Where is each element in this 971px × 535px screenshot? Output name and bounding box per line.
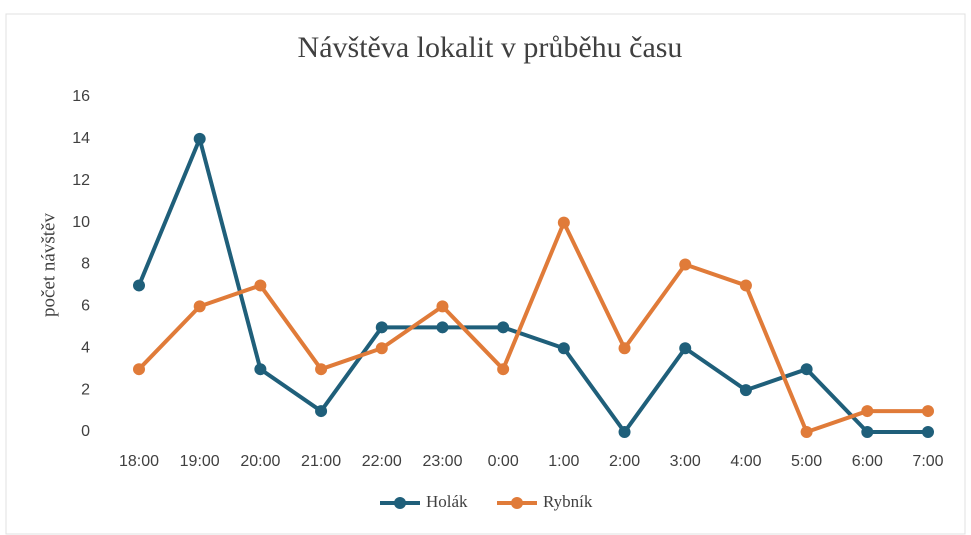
x-tick-label: 0:00	[488, 453, 519, 470]
point	[618, 342, 631, 355]
legend-marker	[394, 497, 406, 509]
y-tick-label: 16	[72, 88, 90, 105]
x-tick-label: 5:00	[791, 453, 822, 470]
series-line	[137, 220, 928, 434]
y-tick-label: 6	[81, 298, 90, 315]
point	[557, 216, 570, 229]
x-tick-label: 2:00	[609, 453, 640, 470]
chart-title: Návštěva lokalit v průběhu času	[298, 31, 683, 64]
point	[436, 321, 449, 334]
point	[436, 300, 449, 313]
point	[861, 426, 874, 438]
point	[800, 426, 813, 438]
y-tick-label: 8	[81, 256, 90, 273]
point	[375, 342, 388, 355]
y-tick-label: 2	[81, 381, 90, 398]
x-tick-label: 19:00	[180, 453, 220, 470]
x-tick-label: 21:00	[301, 453, 341, 470]
series-line	[137, 136, 928, 434]
point	[679, 342, 692, 355]
x-tick-label: 18:00	[119, 453, 159, 470]
point	[133, 279, 145, 292]
point	[800, 363, 813, 376]
point	[739, 279, 752, 292]
y-axis-label: počet návštěv	[38, 213, 59, 317]
x-tick-label: 1:00	[548, 453, 579, 470]
x-tick-label: 22:00	[362, 453, 402, 470]
legend-label: Rybník	[543, 492, 593, 511]
y-tick-label: 14	[72, 130, 90, 147]
point	[922, 405, 934, 418]
x-tick-label: 20:00	[240, 453, 280, 470]
point	[922, 426, 934, 438]
x-tick-label: 3:00	[670, 453, 701, 470]
point	[315, 363, 328, 376]
y-tick-label: 10	[72, 214, 90, 231]
x-tick-label: 6:00	[852, 453, 883, 470]
point	[315, 405, 328, 418]
point	[375, 321, 388, 334]
point	[193, 300, 206, 313]
point	[497, 363, 510, 376]
point	[254, 279, 267, 292]
x-tick-label: 7:00	[912, 453, 943, 470]
point	[497, 321, 510, 334]
chart-frame	[5, 13, 966, 535]
y-tick-label: 12	[72, 172, 90, 189]
point	[618, 426, 631, 438]
x-tick-label: 4:00	[730, 453, 761, 470]
point	[739, 384, 752, 397]
x-tick-label: 23:00	[422, 453, 462, 470]
point	[254, 363, 267, 376]
point	[679, 258, 692, 271]
legend-label: Holák	[426, 492, 468, 511]
y-tick-label: 0	[81, 423, 90, 440]
point	[861, 405, 874, 418]
point	[133, 363, 145, 376]
legend-marker	[511, 497, 523, 509]
point	[193, 132, 206, 145]
point	[557, 342, 570, 355]
y-tick-label: 4	[81, 339, 90, 356]
